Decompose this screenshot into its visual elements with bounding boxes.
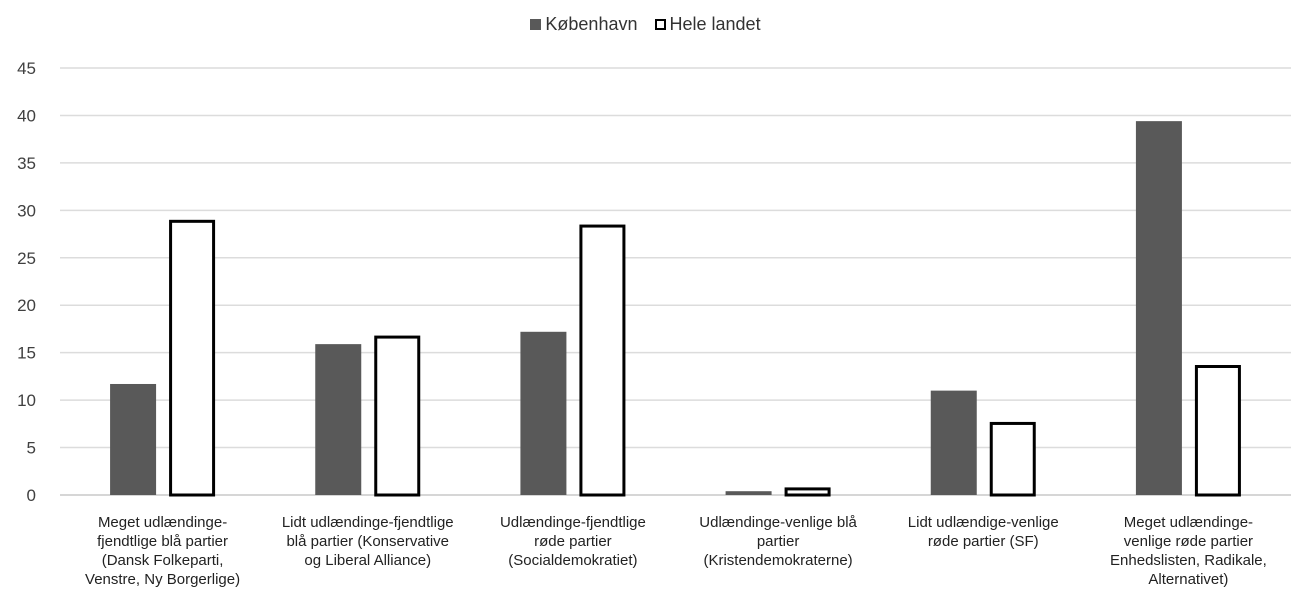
- x-category-label-line: Enhedslisten, Radikale,: [1110, 552, 1267, 569]
- x-category-label-line: fjendtlige blå partier: [97, 533, 228, 550]
- x-category-label-1: Lidt udlændinge-fjendtlige blå partier (K…: [282, 514, 454, 569]
- x-category-label-2: Udlændinge-fjendtlige røde partier (Social…: [500, 514, 646, 569]
- x-category-label-3: Udlændinge-venlige blå partier (Kristendem…: [699, 514, 857, 569]
- y-tick-label-10: 10: [17, 391, 36, 410]
- x-category-label-line: (Socialdemokratiet): [508, 552, 637, 569]
- x-category-label-line: røde partier (SF): [928, 533, 1039, 550]
- x-category-label-0: Meget udlændinge-fjendtlige blå partier (…: [85, 514, 240, 588]
- legend-item-hele-landet: Hele landet: [654, 14, 761, 35]
- x-category-label-line: (Dansk Folkeparti,: [102, 552, 224, 569]
- x-category-label-line: Meget udlændinge-: [98, 514, 227, 531]
- bar-kobenhavn-3: [725, 491, 772, 495]
- bar-hele-landet-0: [169, 219, 216, 497]
- y-tick-label-5: 5: [27, 439, 36, 458]
- x-category-label-line: Meget udlændinge-: [1124, 514, 1253, 531]
- y-tick-label-45: 45: [17, 59, 36, 78]
- bar-hele-landet-2: [579, 224, 626, 497]
- bar-hele-landet-4: [989, 421, 1036, 497]
- x-category-label-line: Lidt udlændinge-fjendtlige: [282, 514, 454, 531]
- x-category-label-line: røde partier: [534, 533, 612, 550]
- x-category-label-line: Lidt udlændige-venlige: [908, 514, 1059, 531]
- x-category-label-5: Meget udlændinge-venlige røde partier Enh…: [1110, 514, 1267, 588]
- bar-kobenhavn-1: [315, 344, 362, 495]
- y-tick-label-0: 0: [27, 486, 36, 505]
- bar-kobenhavn-0: [110, 383, 157, 495]
- x-category-label-line: (Kristendemokraterne): [703, 552, 852, 569]
- bar-hele-landet-1: [374, 335, 421, 497]
- y-tick-label-35: 35: [17, 154, 36, 173]
- x-category-label-line: partier: [757, 533, 800, 550]
- y-tick-label-20: 20: [17, 296, 36, 315]
- legend-label-hele-landet: Hele landet: [669, 14, 761, 34]
- legend: København Hele landet: [0, 14, 1291, 35]
- bar-kobenhavn-4: [930, 390, 977, 495]
- y-tick-label-30: 30: [17, 201, 36, 220]
- x-category-label-line: Alternativet): [1148, 571, 1228, 588]
- x-category-label-line: Venstre, Ny Borgerlige): [85, 571, 240, 588]
- bar-kobenhavn-2: [520, 331, 567, 495]
- x-category-label-line: Udlændinge-fjendtlige: [500, 514, 646, 531]
- x-category-label-line: blå partier (Konservative: [286, 533, 449, 550]
- y-tick-label-40: 40: [17, 106, 36, 125]
- bar-kobenhavn-5: [1135, 121, 1182, 495]
- bar-hele-landet-3: [784, 487, 831, 497]
- x-category-label-4: Lidt udlændige-venlige røde partier (SF): [908, 514, 1059, 550]
- legend-swatch-hele-landet: [654, 19, 666, 30]
- bar-hele-landet-5: [1194, 365, 1241, 497]
- legend-item-kobenhavn: København: [530, 14, 637, 35]
- legend-label-kobenhavn: København: [545, 14, 638, 34]
- y-tick-label-15: 15: [17, 344, 36, 363]
- x-category-label-line: venlige røde partier: [1124, 533, 1253, 550]
- y-tick-label-25: 25: [17, 249, 36, 268]
- x-category-label-line: og Liberal Alliance): [304, 552, 431, 569]
- x-category-label-line: Udlændinge-venlige blå: [699, 514, 857, 531]
- legend-swatch-kobenhavn: [530, 19, 542, 30]
